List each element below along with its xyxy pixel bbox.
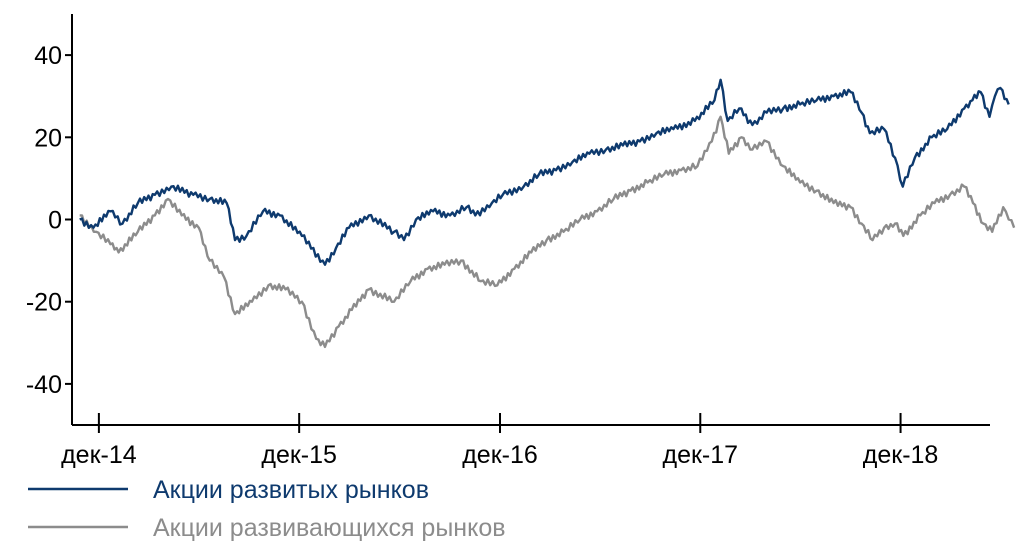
y-tick-label: -20 [26,289,62,317]
x-tick-label: дек-17 [662,441,738,469]
x-tick-label: дек-18 [863,441,939,469]
y-tick-label: -40 [26,371,62,399]
y-tick-label: 0 [48,207,62,235]
y-tick-label: 40 [34,42,62,70]
series-line-emerging [79,115,1016,349]
legend-label: Акции развивающихся рынков [153,514,506,542]
x-tick-label: дек-16 [462,441,538,469]
legend-label: Акции развитых рынков [153,476,429,504]
legend: Акции развитых рынков Акции развивающихся… [28,476,506,542]
x-tick-label: дек-14 [61,441,137,469]
series-layer [79,78,1016,349]
x-tick-label: дек-15 [261,441,337,469]
x-axis: дек-14 дек-15 дек-16 дек-17 дек-18 [61,413,990,469]
series-line-developed [79,78,1010,266]
y-tick-label: 20 [34,124,62,152]
y-axis: 40 20 0 -20 -40 [26,14,73,425]
